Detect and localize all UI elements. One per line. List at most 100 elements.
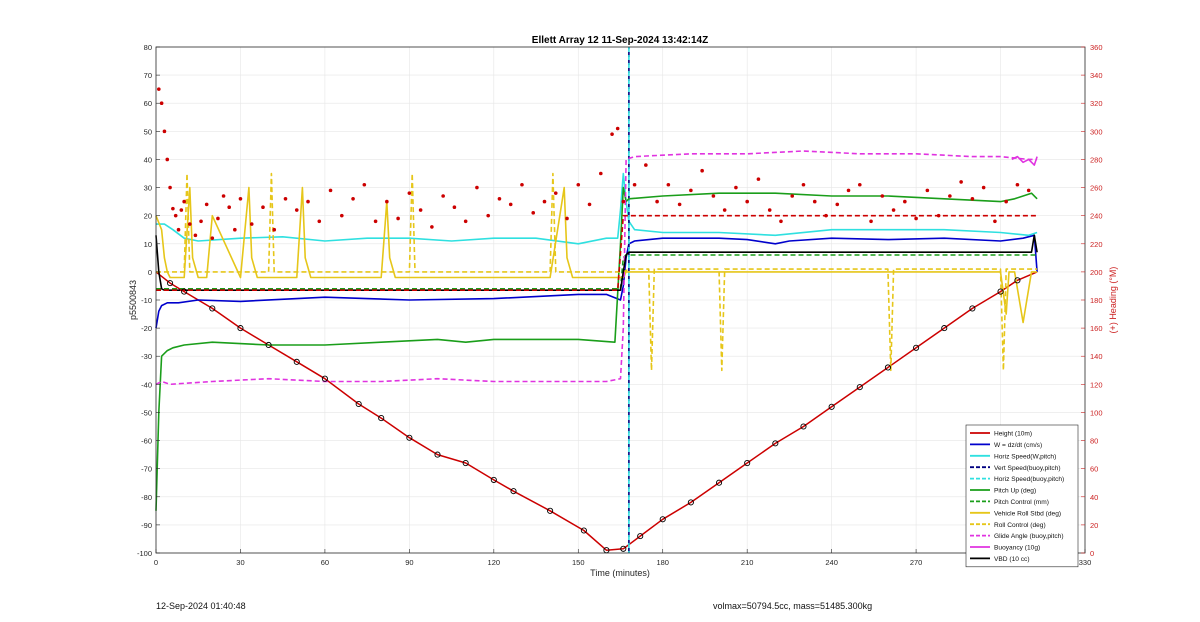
heading-point <box>880 194 885 198</box>
legend: Height (10m) W = dz/dt (cm/s) Horiz Speed(… <box>965 424 1079 568</box>
height-marker <box>884 364 891 371</box>
height-marker <box>378 415 385 422</box>
heading-point <box>182 199 186 204</box>
height-marker <box>237 325 244 332</box>
heading-point <box>418 208 423 212</box>
heading-point <box>981 185 986 190</box>
series-line-6 <box>156 254 1038 290</box>
y2-tick-label: 40 <box>1090 493 1098 502</box>
heading-point <box>553 191 558 195</box>
x-tick-label: 150 <box>572 558 585 567</box>
y-tick-label: -10 <box>141 296 152 305</box>
y2-tick-label: 100 <box>1090 408 1103 417</box>
heading-point <box>475 185 479 190</box>
heading-point <box>396 216 400 221</box>
heading-point <box>283 197 288 201</box>
series-line-2 <box>156 172 1038 245</box>
heading-point <box>621 199 626 204</box>
y2-tick-label: 140 <box>1090 352 1103 361</box>
heading-point <box>779 219 783 224</box>
heading-point <box>157 87 161 91</box>
heading-point <box>734 185 738 190</box>
heading-point <box>171 206 175 211</box>
legend-box <box>965 424 1079 568</box>
heading-point <box>576 182 581 187</box>
legend-entry: VBD (10 cc) <box>994 556 1030 563</box>
heading-point <box>711 194 716 198</box>
height-marker <box>800 423 807 430</box>
y2-tick-label: 20 <box>1090 521 1098 530</box>
y2-tick-label: 300 <box>1090 127 1103 136</box>
legend-entry: Horiz Speed(buoy,pitch) <box>994 476 1064 483</box>
heading-point <box>666 182 671 187</box>
y-tick-label: -50 <box>141 408 152 417</box>
height-marker <box>659 516 666 523</box>
heading-point <box>179 208 184 212</box>
height-marker <box>355 400 362 408</box>
series-line-8 <box>156 172 1038 372</box>
heading-point <box>306 199 310 204</box>
heading-point <box>385 199 389 204</box>
x-tick-label: 60 <box>321 558 329 567</box>
height-marker <box>715 479 723 486</box>
y2-tick-label: 360 <box>1090 43 1103 52</box>
heading-point <box>204 202 209 207</box>
height-marker <box>293 358 300 365</box>
heading-point <box>615 126 620 131</box>
y2-tick-label: 160 <box>1090 324 1103 333</box>
heading-point <box>176 227 181 232</box>
heading-point <box>162 129 167 134</box>
footer-volmax-mass: volmax=50794.5cc, mass=51485.300kg <box>713 601 873 611</box>
axes: 0306090120150180210240270300330-100-90-8… <box>137 43 1103 567</box>
x-tick-label: 330 <box>1079 558 1092 567</box>
heading-point <box>520 182 524 187</box>
heading-point <box>328 188 333 193</box>
x-tick-label: 180 <box>656 558 669 567</box>
heading-point <box>632 182 637 187</box>
heading-point <box>700 168 704 173</box>
y-tick-label: 30 <box>144 184 152 193</box>
y-tick-label: -100 <box>137 549 152 558</box>
heading-point <box>261 205 265 210</box>
height-marker <box>321 375 328 382</box>
heading-point <box>463 219 468 224</box>
height-marker <box>744 459 751 467</box>
heading-point <box>531 211 536 215</box>
legend-entry: Height (10m) <box>994 431 1032 438</box>
y2-tick-label: 180 <box>1090 296 1103 305</box>
heading-point <box>294 208 299 212</box>
y-tick-label: -90 <box>141 521 152 530</box>
series-line-12 <box>156 214 1038 292</box>
heading-point <box>948 194 952 198</box>
heading-point <box>373 219 378 224</box>
y2-tick-label: 220 <box>1090 240 1103 249</box>
heading-point <box>168 185 172 190</box>
heading-point <box>756 177 761 181</box>
series-line-10 <box>1011 155 1038 166</box>
heading-point <box>486 213 490 218</box>
y2-tick-label: 340 <box>1090 71 1103 80</box>
heading-point <box>767 208 772 212</box>
heading-point <box>655 199 659 204</box>
y-tick-label: 80 <box>144 43 152 52</box>
x-tick-label: 240 <box>825 558 838 567</box>
chart-title: Ellett Array 12 11-Sep-2024 13:42:14Z <box>532 35 708 46</box>
heading-point <box>936 213 941 218</box>
heading-point <box>216 216 220 221</box>
heading-point <box>812 199 817 204</box>
heading-point <box>587 202 592 207</box>
heading-point <box>159 101 164 106</box>
x-tick-label: 270 <box>910 558 923 567</box>
heading-point <box>430 225 434 229</box>
height-marker <box>1014 277 1021 284</box>
x-tick-label: 90 <box>405 558 413 567</box>
y-tick-label: 70 <box>144 71 152 80</box>
heading-point <box>835 202 840 207</box>
y-tick-label: 40 <box>144 155 152 164</box>
heading-point <box>1026 188 1031 193</box>
heading-point <box>925 188 930 193</box>
y-tick-label: 0 <box>148 268 152 277</box>
legend-entry: Pitch Up (deg) <box>994 488 1036 495</box>
y2-tick-label: 120 <box>1090 380 1103 389</box>
